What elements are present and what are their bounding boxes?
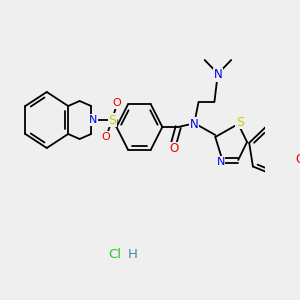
Text: O: O (112, 98, 121, 108)
Text: S: S (108, 113, 116, 127)
Text: O: O (169, 142, 178, 155)
Text: O: O (102, 132, 110, 142)
Text: S: S (236, 116, 244, 128)
Text: N: N (190, 118, 199, 130)
Text: N: N (89, 115, 97, 125)
Text: Cl: Cl (108, 248, 121, 262)
Text: O: O (295, 153, 300, 166)
Text: N: N (216, 157, 225, 167)
Text: H: H (128, 248, 137, 262)
Text: N: N (214, 68, 222, 82)
